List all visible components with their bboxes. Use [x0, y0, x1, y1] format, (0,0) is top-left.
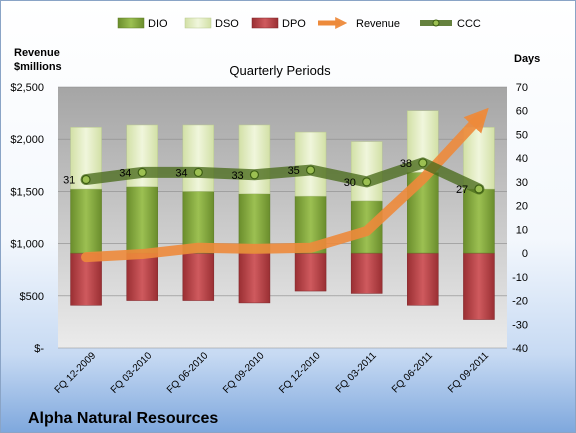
- bar-dio: [70, 188, 102, 254]
- x-tick-label: FQ 12-2010: [277, 350, 323, 396]
- right-axis-ticks: -40 -30 -20 -10 0 10 20 30 40 50 60 70: [512, 82, 528, 355]
- bar-dpo: [463, 252, 495, 320]
- bar-dio: [126, 186, 158, 254]
- right-tick-label: 40: [516, 153, 528, 165]
- ccc-data-label: 27: [456, 184, 468, 196]
- legend-label-revenue: Revenue: [356, 18, 400, 30]
- ccc-data-label: 31: [63, 175, 75, 187]
- left-axis-ticks: $- $500 $1,000 $1,500 $2,000 $2,500: [10, 82, 44, 355]
- left-axis-title-line1: Revenue: [14, 47, 60, 59]
- ccc-data-label: 33: [231, 170, 243, 182]
- right-axis-title: Days: [514, 53, 540, 65]
- left-tick-label: $2,000: [10, 134, 44, 146]
- x-tick-label: FQ 06-2011: [390, 350, 435, 395]
- company-name: Alpha Natural Resources: [28, 410, 218, 427]
- x-tick-label: FQ 09-2011: [446, 350, 491, 395]
- legend: DIO DSO DPO Revenue CCC: [117, 16, 481, 30]
- right-tick-label: 10: [516, 224, 528, 236]
- ccc-data-label: 30: [344, 177, 356, 189]
- right-tick-label: 70: [516, 82, 528, 94]
- bar-dio: [238, 193, 271, 254]
- bar-dso: [182, 124, 215, 192]
- left-tick-label: $1,000: [10, 239, 44, 251]
- ccc-data-label: 34: [119, 167, 131, 179]
- right-tick-label: 60: [516, 106, 528, 118]
- left-tick-label: $1,500: [10, 186, 44, 198]
- ccc-point: [137, 167, 147, 178]
- bar-dpo: [182, 252, 215, 301]
- plot-area: [58, 87, 507, 348]
- x-tick-label: FQ 12-2009: [53, 350, 99, 396]
- ccc-data-label: 38: [400, 158, 412, 170]
- ccc-point: [418, 158, 428, 168]
- legend-item-dio: DIO: [117, 17, 168, 30]
- ccc-point: [305, 165, 316, 175]
- bar-dso: [238, 124, 271, 195]
- right-tick-label: -40: [512, 343, 528, 355]
- ccc-series: 31 34 34 33 35 30 38 27: [63, 157, 485, 196]
- x-tick-label: FQ 09-2010: [221, 350, 267, 396]
- right-tick-label: -30: [512, 319, 528, 331]
- revenue-series: [81, 107, 489, 263]
- legend-label-ccc: CCC: [457, 18, 481, 30]
- bar-dio: [463, 188, 495, 254]
- ccc-data-label: 34: [175, 167, 187, 179]
- left-tick-label: $2,500: [10, 82, 44, 94]
- ccc-point: [474, 184, 484, 194]
- legend-item-revenue: Revenue: [318, 16, 400, 30]
- legend-item-ccc: CCC: [420, 18, 481, 30]
- right-tick-label: 30: [516, 177, 528, 189]
- x-tick-label: FQ 06-2010: [165, 350, 211, 396]
- ccc-point: [81, 174, 91, 185]
- legend-label-dpo: DPO: [282, 18, 306, 30]
- bar-dso: [294, 131, 327, 197]
- ccc-data-label: 35: [288, 165, 300, 177]
- right-tick-label: 0: [522, 248, 528, 260]
- x-axis-ticks: FQ 12-2009 FQ 03-2010 FQ 06-2010 FQ 09-2010…: [53, 350, 492, 396]
- x-tick-label: FQ 03-2011: [334, 350, 379, 395]
- bar-dpo: [238, 252, 271, 304]
- bar-dpo: [126, 252, 158, 301]
- right-tick-label: 20: [516, 201, 528, 213]
- right-tick-label: 50: [516, 129, 528, 141]
- chart-title: Quarterly Periods: [229, 63, 331, 78]
- x-tick-label: FQ 03-2010: [109, 350, 155, 396]
- ccc-line: [80, 157, 485, 195]
- right-tick-label: -20: [512, 296, 528, 308]
- bar-dpo: [350, 252, 383, 294]
- ccc-point: [193, 167, 203, 178]
- legend-label-dso: DSO: [215, 18, 239, 30]
- ccc-point: [249, 170, 260, 180]
- ccc-point: [362, 177, 372, 187]
- legend-item-dpo: DPO: [251, 17, 306, 30]
- left-tick-label: $500: [20, 291, 44, 303]
- bar-dso: [350, 141, 383, 202]
- legend-label-dio: DIO: [148, 18, 168, 30]
- left-axis-title-line2: $millions: [14, 61, 62, 73]
- legend-item-dso: DSO: [184, 17, 239, 30]
- bar-dpo: [294, 252, 327, 292]
- bar-dpo: [407, 252, 439, 306]
- right-tick-label: -10: [512, 272, 528, 284]
- left-tick-label: $-: [34, 343, 44, 355]
- stacked-bars: [70, 110, 495, 320]
- revenue-line: [81, 107, 489, 263]
